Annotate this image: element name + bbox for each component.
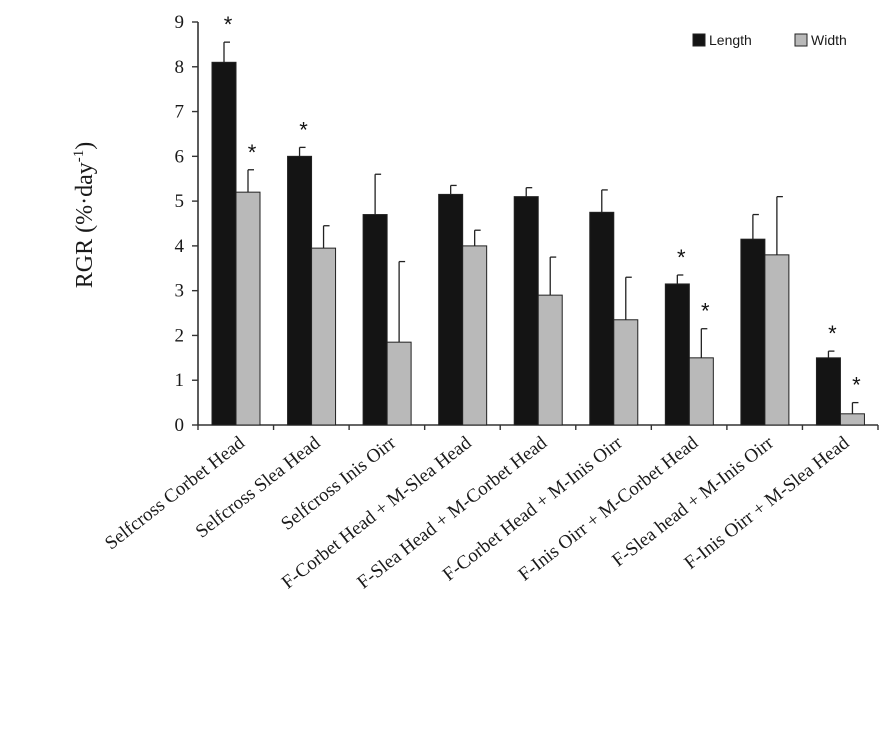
bar-width: [386, 341, 412, 426]
y-axis-label-text: RGR (%·day-1): [71, 142, 98, 288]
y-tick-label: 2: [175, 325, 185, 346]
bars: * * * * * * *: [211, 12, 865, 426]
y-tick-label: 6: [175, 146, 185, 167]
y-tick-label: 5: [175, 191, 185, 212]
y-tick-label: 7: [175, 102, 185, 123]
legend-swatch-length: [692, 33, 706, 47]
significance-marker: *: [677, 245, 686, 270]
bar-length: [362, 214, 388, 426]
bar-length: [513, 196, 539, 426]
y-tick-label: 1: [175, 370, 185, 391]
x-tick-label: Selfcross Slea Head: [192, 432, 325, 542]
y-axis-label-main: RGR (%·day: [72, 162, 98, 288]
legend: Length Width: [692, 32, 847, 48]
legend-label-width: Width: [811, 32, 847, 48]
bar-width: [839, 413, 865, 426]
legend-swatch-width: [794, 33, 808, 47]
y-tick-label: 9: [175, 12, 185, 33]
significance-marker: *: [224, 12, 233, 37]
bar-width: [688, 357, 714, 426]
bar-length: [740, 238, 766, 426]
y-tick-label: 8: [175, 57, 185, 78]
bar-length: [438, 193, 464, 426]
y-tick-label: 0: [175, 415, 185, 436]
bar-length: [211, 61, 237, 426]
y-tick-label: 3: [175, 281, 185, 302]
x-tick-label: Selfcross Corbet Head: [101, 432, 249, 554]
bar-width: [311, 247, 337, 426]
bar-width: [462, 245, 488, 426]
significance-marker: *: [852, 373, 861, 398]
y-axis-label-close: ): [72, 142, 98, 150]
y-axis-label-superscript: -1: [71, 150, 87, 163]
bar-length: [287, 155, 313, 426]
significance-marker: *: [828, 321, 837, 346]
bar-length: [589, 211, 615, 426]
legend-label-length: Length: [709, 32, 752, 48]
bar-width: [235, 191, 261, 426]
bar-width: [764, 254, 790, 426]
significance-marker: *: [248, 140, 257, 165]
bar-width: [613, 319, 639, 426]
bar-length: [815, 357, 841, 426]
y-tick-label: 4: [175, 236, 185, 257]
bar-length: [664, 283, 690, 426]
y-axis-label: RGR (%·day-1): [71, 142, 98, 288]
significance-marker: *: [299, 117, 308, 142]
significance-marker: *: [701, 299, 710, 324]
bar-width: [537, 294, 563, 426]
